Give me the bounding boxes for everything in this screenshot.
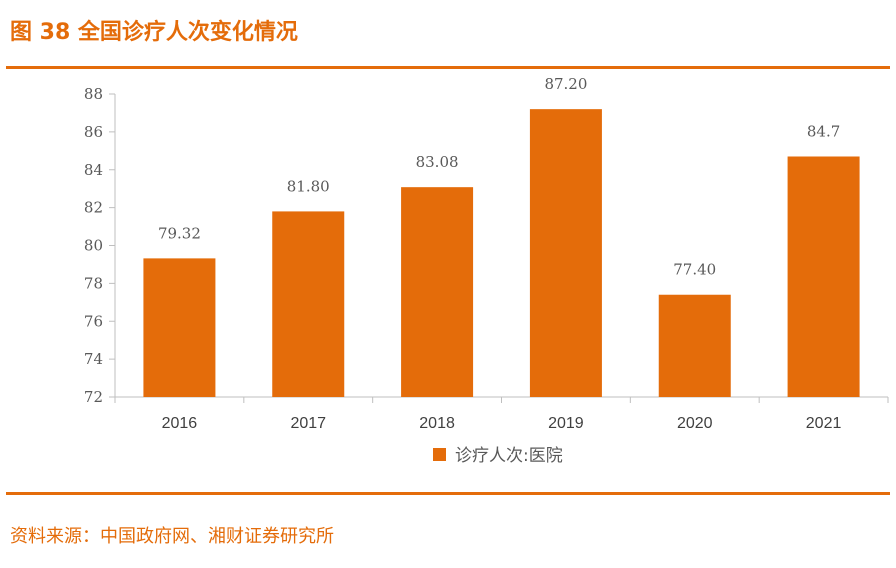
- data-label-2021: 84.7: [807, 122, 840, 140]
- top-divider: [6, 66, 890, 69]
- bar-2017: [272, 211, 345, 397]
- bottom-divider: [6, 492, 890, 495]
- y-tick-label: 86: [84, 123, 103, 141]
- x-tick-label: 2021: [806, 415, 842, 432]
- bar-2020: [658, 294, 731, 397]
- y-tick-label: 76: [84, 312, 103, 330]
- figure-title: 图 38 全国诊疗人次变化情况: [10, 20, 298, 45]
- y-tick-label: 78: [84, 274, 103, 292]
- y-tick-label: 74: [84, 350, 103, 368]
- y-tick-label: 82: [84, 199, 103, 217]
- bar-2016: [143, 258, 216, 397]
- x-tick-label: 2020: [677, 415, 713, 432]
- y-tick-label: 80: [84, 237, 103, 255]
- data-label-2018: 83.08: [416, 153, 459, 171]
- bar-series: [143, 109, 860, 398]
- y-tick-label: 84: [84, 161, 103, 179]
- legend-label: 诊疗人次:医院: [455, 446, 563, 466]
- bar-2021: [787, 156, 860, 397]
- y-axis: 72 74 76 78 80 82 84 86 88: [84, 85, 116, 406]
- y-tick-label: 88: [84, 85, 103, 103]
- bar-2019: [529, 109, 602, 398]
- data-label-2020: 77.40: [673, 261, 716, 279]
- x-tick-label: 2016: [162, 415, 198, 432]
- bar-2018: [401, 187, 474, 397]
- data-label-2016: 79.32: [158, 224, 201, 242]
- x-tick-label: 2019: [548, 415, 584, 432]
- source-note: 资料来源：中国政府网、湘财证券研究所: [10, 526, 334, 547]
- data-label-2017: 81.80: [287, 177, 330, 195]
- legend-swatch: [433, 448, 446, 461]
- data-label-2019: 87.20: [544, 75, 587, 93]
- data-labels: 79.32 81.80 83.08 87.20 77.40 84.7: [158, 75, 840, 279]
- y-tick-label: 72: [84, 388, 103, 406]
- x-tick-label: 2018: [419, 415, 455, 432]
- chart-legend: 诊疗人次:医院: [433, 446, 563, 466]
- x-tick-label: 2017: [290, 415, 326, 432]
- x-axis: 2016 2017 2018 2019 2020 2021: [114, 396, 889, 432]
